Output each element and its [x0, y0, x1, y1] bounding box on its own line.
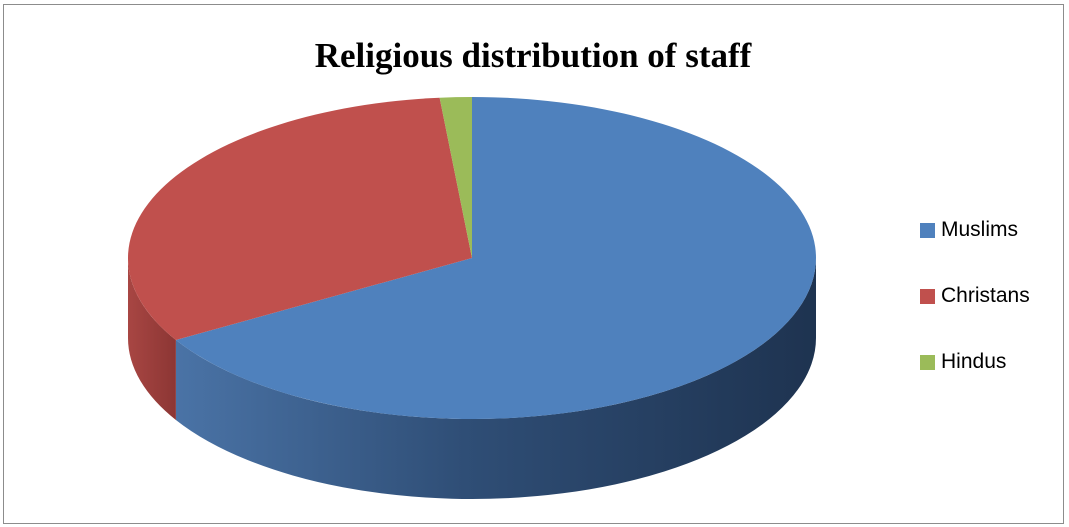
- legend-label-muslims: Muslims: [941, 218, 1018, 241]
- legend-label-hindus: Hindus: [941, 350, 1007, 373]
- pie-slice-hindus: [439, 97, 472, 258]
- legend-label-christans: Christans: [941, 284, 1030, 307]
- pie-slice-side-christans: [128, 258, 176, 420]
- pie-slice-side-muslims: [175, 258, 817, 499]
- legend-item-hindus: Hindus: [920, 347, 1030, 377]
- legend-swatch-christans: [920, 288, 935, 304]
- pie-slice-christans: [128, 97, 472, 340]
- legend-swatch-hindus: [920, 354, 935, 370]
- pie-slice-muslims: [175, 97, 817, 419]
- legend: Muslims Christans Hindus: [920, 215, 1030, 413]
- legend-item-christans: Christans: [920, 281, 1030, 311]
- chart-title: Religious distribution of staff: [314, 36, 752, 75]
- legend-swatch-muslims: [920, 222, 935, 238]
- legend-item-muslims: Muslims: [920, 215, 1030, 245]
